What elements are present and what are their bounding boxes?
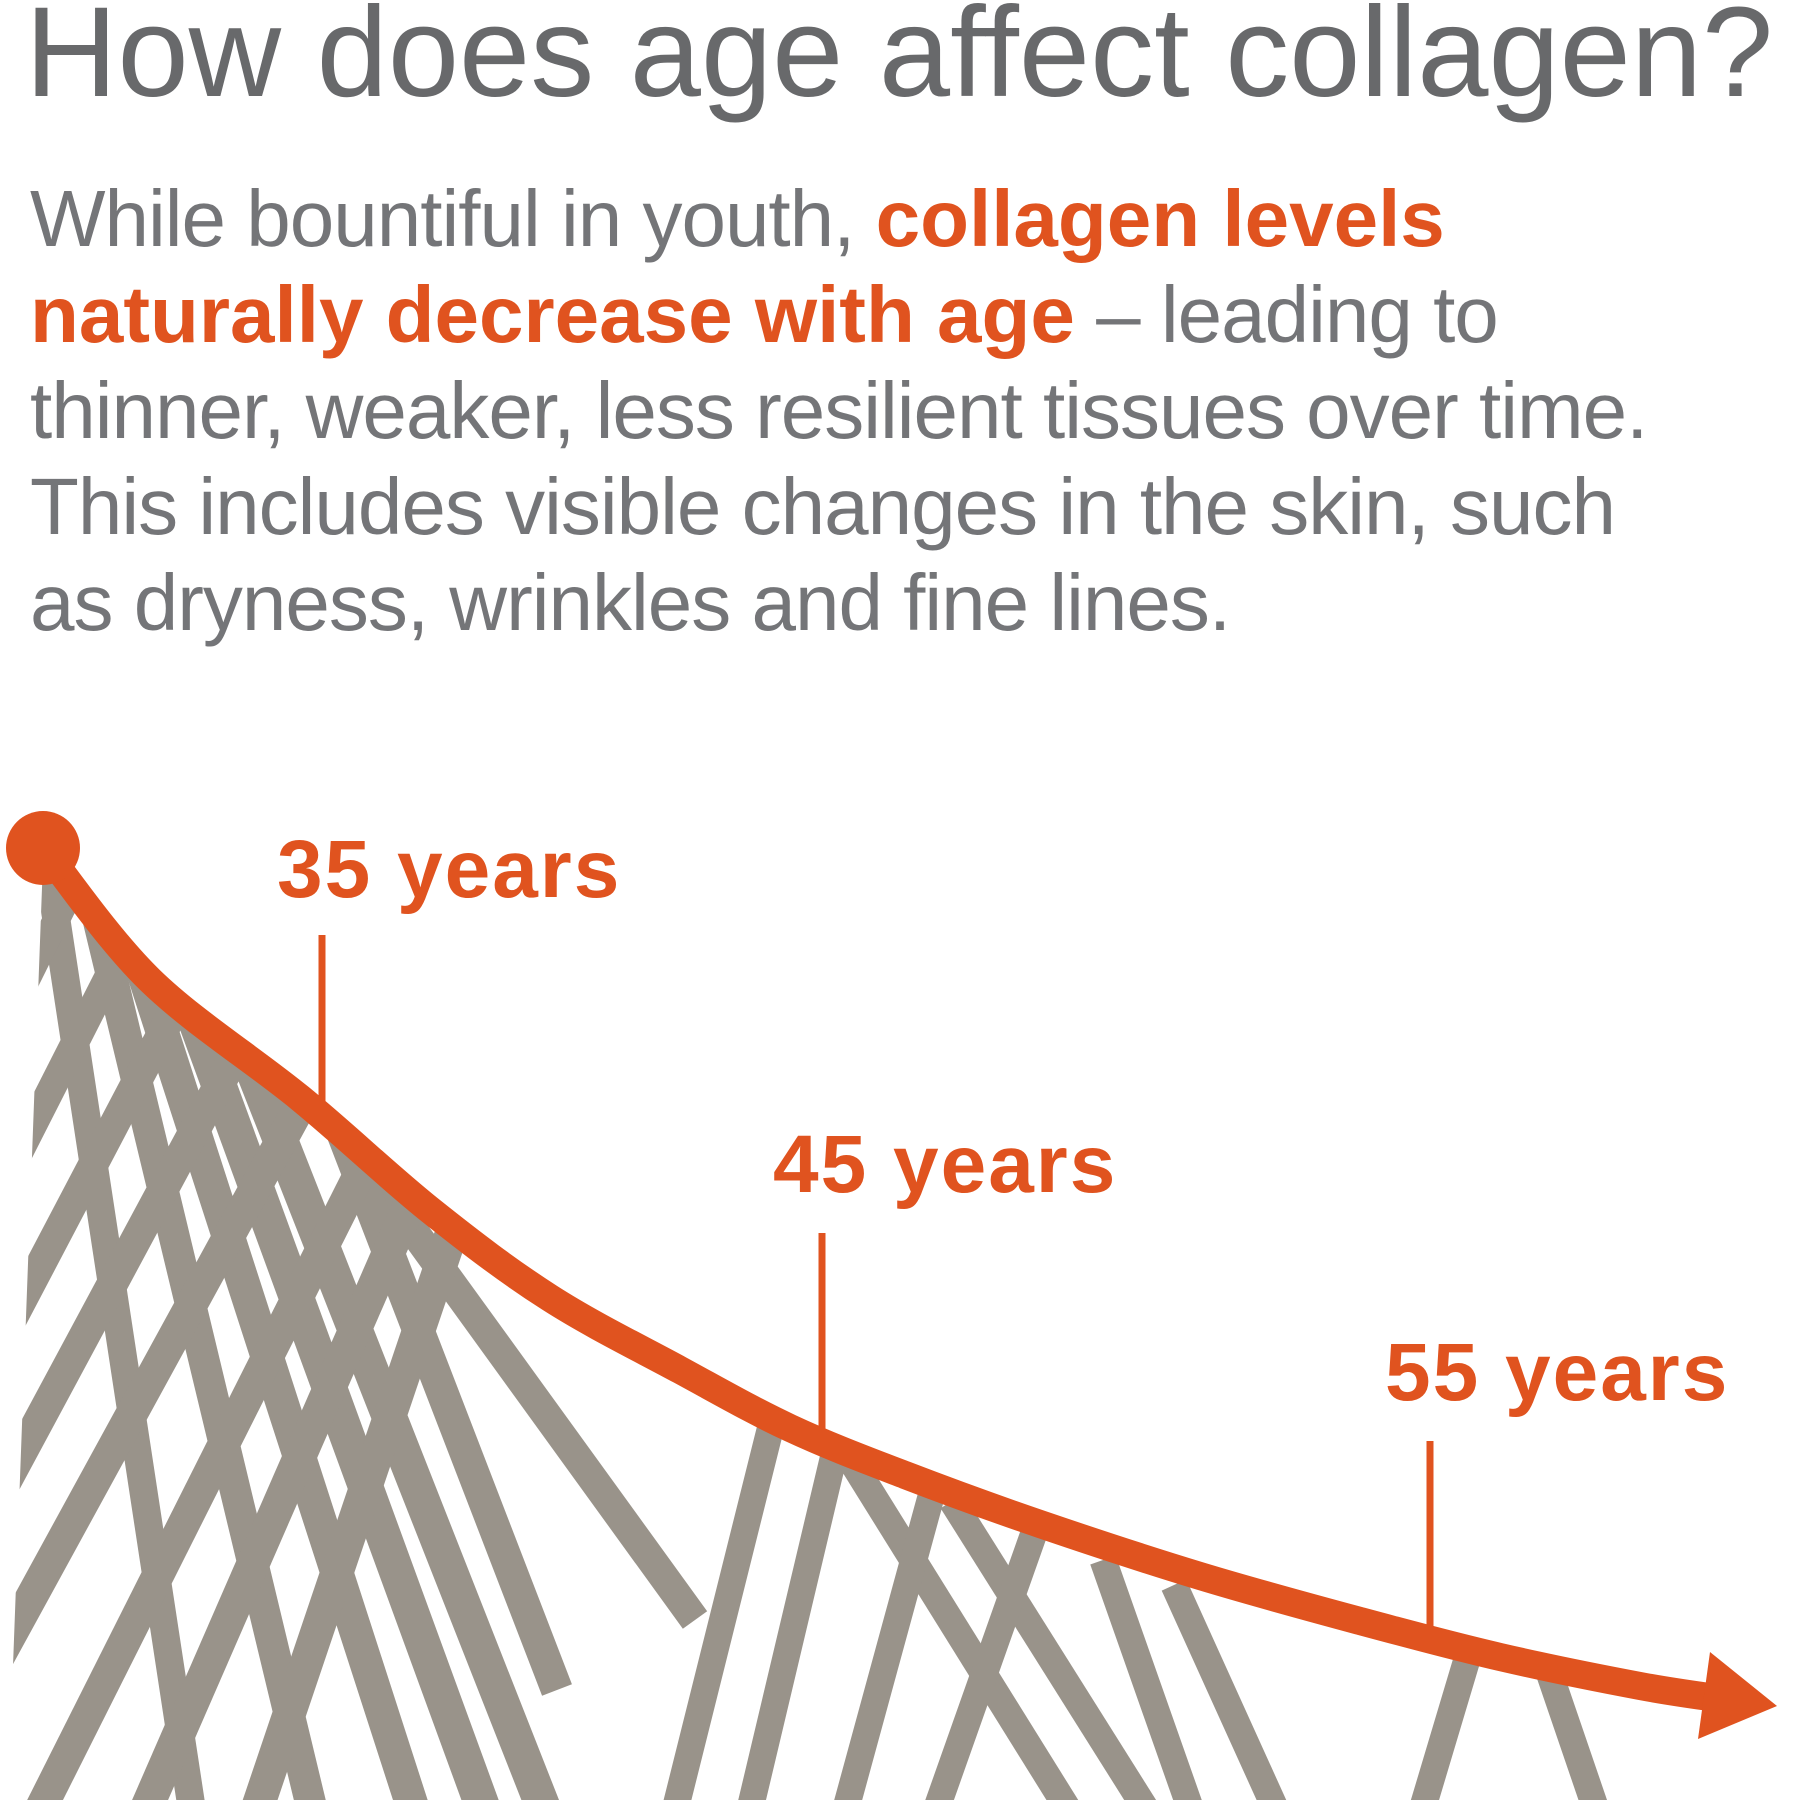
svg-text:55 years: 55 years: [1385, 1327, 1729, 1418]
svg-text:35 years: 35 years: [277, 824, 621, 915]
svg-text:45 years: 45 years: [773, 1119, 1117, 1210]
